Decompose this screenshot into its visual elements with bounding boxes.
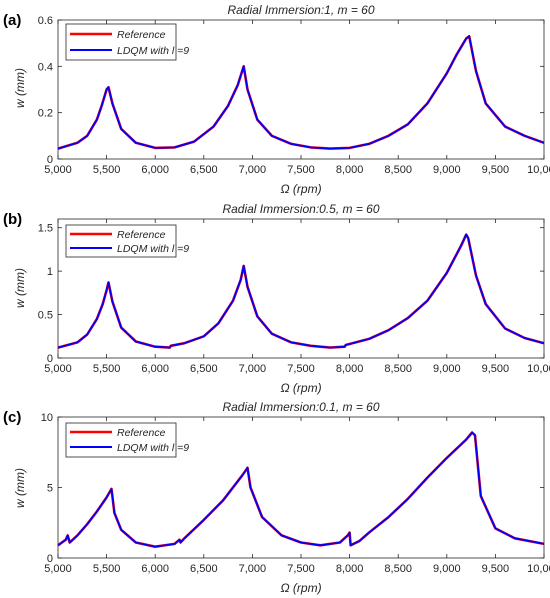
y-tick-label: 10 (41, 412, 53, 424)
y-tick-label: 0.2 (38, 108, 53, 120)
legend: Reference LDQM with l =9 (65, 422, 189, 458)
y-tick-label: 0 (47, 553, 53, 565)
x-axis-label: Ω (rpm) (280, 381, 321, 395)
plot-area (57, 19, 545, 160)
legend-label-ldqm: LDQM with l =9 (117, 442, 189, 454)
panel-title: Radial Immersion:1, m = 60 (227, 3, 374, 17)
axes-frame (57, 416, 545, 559)
legend-label-ldqm: LDQM with l =9 (117, 243, 189, 255)
legend-box (65, 422, 177, 458)
panel-label: (a) (3, 12, 21, 29)
legend-box (65, 23, 177, 61)
x-tick-label: 6,500 (190, 363, 218, 375)
panel-title: Radial Immersion:0.1, m = 60 (222, 400, 379, 414)
x-tick-label: 5,500 (93, 563, 121, 575)
axes-frame (57, 218, 545, 359)
panel-a: (a) Radial Immersion:1, m = 60 Ω (rpm) w… (3, 3, 550, 196)
x-tick-label: 5,000 (44, 563, 72, 575)
axis-ticks: 5,000 5,500 6,000 6,500 7,000 7,500 8,000 8,500… (38, 219, 550, 375)
y-tick-label: 1 (47, 266, 53, 278)
panel-c: (c) Radial Immersion:0.1, m = 60 Ω (rpm)… (3, 400, 550, 595)
x-tick-label: 7,000 (239, 164, 267, 176)
y-tick-label: 0.4 (38, 61, 53, 73)
x-axis-label: Ω (rpm) (280, 182, 321, 196)
panel-b: (b) Radial Immersion:0.5, m = 60 Ω (rpm)… (3, 202, 550, 395)
x-tick-label: 6,000 (141, 164, 169, 176)
x-tick-label: 6,500 (190, 164, 218, 176)
x-tick-label: 7,000 (239, 563, 267, 575)
y-axis-label: w (mm) (13, 468, 27, 508)
y-axis-label: w (mm) (13, 268, 27, 308)
x-tick-label: 7,000 (239, 363, 267, 375)
legend-label-ldqm: LDQM with l =9 (117, 45, 189, 57)
panel-label: (b) (3, 211, 22, 228)
series-line-ldqm (57, 431, 545, 548)
x-tick-label: 8,000 (336, 363, 364, 375)
legend: Reference LDQM with l =9 (65, 23, 189, 61)
x-tick-label: 9,500 (482, 164, 510, 176)
x-tick-label: 6,500 (190, 563, 218, 575)
series-line-ldqm (57, 35, 545, 150)
x-tick-label: 9,000 (433, 363, 461, 375)
y-tick-label: 0 (47, 154, 53, 166)
x-tick-label: 5,000 (44, 363, 72, 375)
y-tick-label: 0.6 (38, 15, 53, 27)
x-tick-label: 5,500 (93, 164, 121, 176)
x-tick-label: 8,500 (384, 164, 412, 176)
x-tick-label: 10,000 (527, 363, 550, 375)
x-tick-label: 9,500 (482, 563, 510, 575)
axis-ticks: 5,000 5,500 6,000 6,500 7,000 7,500 8,000 8,500… (38, 15, 550, 176)
plot-area (57, 218, 545, 359)
y-tick-label: 5 (47, 483, 53, 495)
x-tick-label: 8,000 (336, 164, 364, 176)
x-tick-label: 8,000 (336, 563, 364, 575)
x-tick-label: 10,000 (527, 563, 550, 575)
axis-ticks: 5,000 5,500 6,000 6,500 7,000 7,500 8,000 8,500… (41, 412, 550, 575)
x-tick-label: 6,000 (141, 363, 169, 375)
x-axis-label: Ω (rpm) (280, 581, 321, 595)
legend-label-reference: Reference (117, 229, 166, 241)
x-tick-label: 5,000 (44, 164, 72, 176)
x-tick-label: 6,000 (141, 563, 169, 575)
legend-label-reference: Reference (117, 427, 166, 439)
x-tick-label: 9,000 (433, 563, 461, 575)
x-tick-label: 7,500 (287, 563, 315, 575)
y-tick-label: 0.5 (38, 310, 53, 322)
plot-area (57, 416, 545, 559)
panel-label: (c) (3, 409, 21, 426)
x-tick-label: 5,500 (93, 363, 121, 375)
series-line-ldqm (57, 233, 545, 349)
x-tick-label: 10,000 (527, 164, 550, 176)
x-tick-label: 7,500 (287, 164, 315, 176)
x-tick-label: 9,000 (433, 164, 461, 176)
legend: Reference LDQM with l =9 (65, 224, 189, 258)
legend-label-reference: Reference (117, 29, 166, 41)
panel-title: Radial Immersion:0.5, m = 60 (222, 202, 379, 216)
y-tick-label: 0 (47, 353, 53, 365)
axes-frame (57, 19, 545, 160)
x-tick-label: 9,500 (482, 363, 510, 375)
y-axis-label: w (mm) (13, 68, 27, 108)
x-tick-label: 8,500 (384, 563, 412, 575)
y-tick-label: 1.5 (38, 223, 53, 235)
legend-box (65, 224, 177, 258)
x-tick-label: 8,500 (384, 363, 412, 375)
x-tick-label: 7,500 (287, 363, 315, 375)
